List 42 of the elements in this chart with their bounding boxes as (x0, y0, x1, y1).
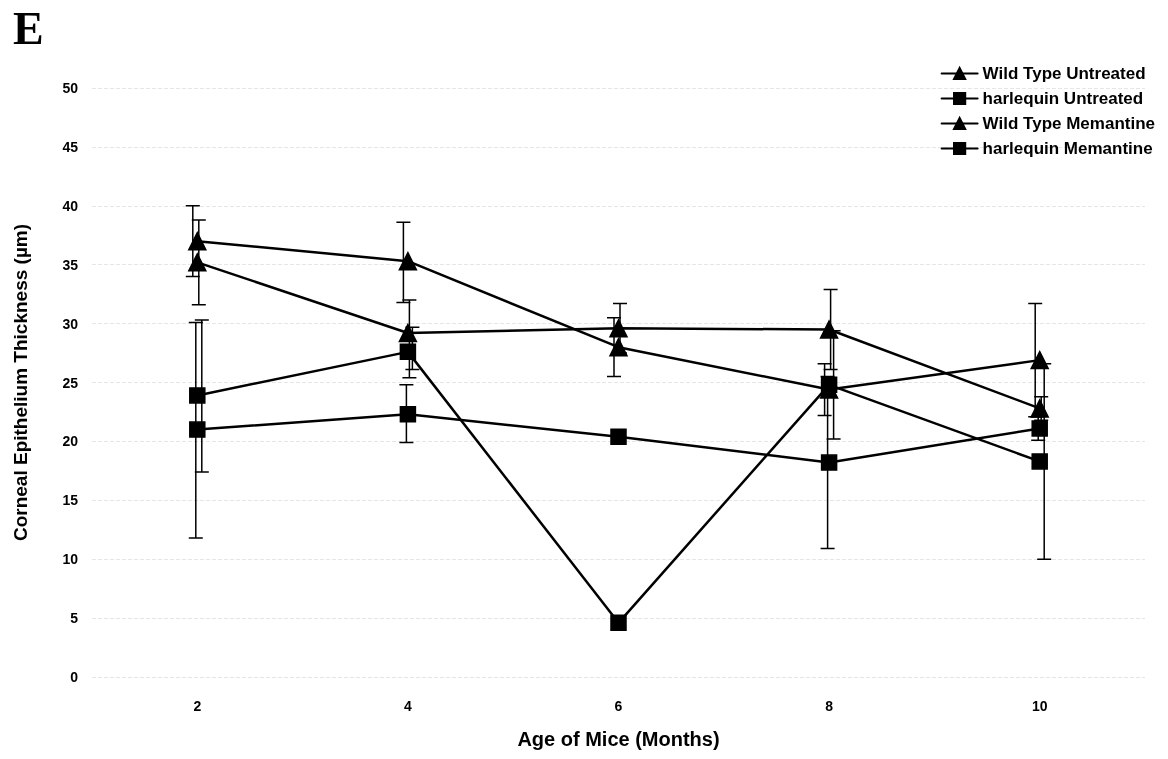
point (399, 343, 417, 361)
y-tick-label: 25 (62, 374, 79, 391)
point (820, 376, 838, 394)
point (398, 251, 418, 271)
y-tick-label: 0 (70, 669, 79, 685)
point (819, 320, 839, 339)
point (188, 231, 207, 251)
point (189, 421, 206, 438)
y-tick-label: 35 (62, 256, 79, 273)
y-tick-label: 20 (62, 433, 79, 450)
legend-label: Wild Type Memantine (982, 114, 1156, 133)
x-tick-label: 6 (614, 698, 623, 714)
point (1030, 350, 1049, 370)
y-axis-title: Corneal Epithelium Thickness (µm) (10, 223, 31, 542)
x-tick-label: 8 (825, 698, 834, 714)
point (398, 323, 418, 343)
point (609, 337, 628, 357)
legend-label: harlequin Untreated (982, 89, 1144, 108)
chart-title: E (13, 2, 44, 54)
y-tick-label: 40 (62, 197, 79, 214)
y-tick-label: 15 (62, 492, 79, 509)
point (820, 454, 838, 471)
y-tick-label: 50 (62, 80, 79, 96)
point (610, 428, 627, 445)
x-tick-label: 10 (1031, 698, 1048, 714)
x-tick-label: 4 (404, 698, 412, 714)
point (189, 387, 206, 404)
x-axis-title: Age of Mice (Months) (517, 728, 720, 750)
y-tick-label: 5 (70, 610, 79, 627)
legend-label: harlequin Memantine (982, 139, 1153, 158)
point (1031, 453, 1048, 470)
y-tick-label: 10 (62, 551, 79, 568)
point (1030, 399, 1049, 418)
y-tick-label: 30 (62, 315, 79, 332)
point (610, 614, 627, 632)
x-tick-label: 2 (193, 698, 202, 714)
legend-label: Wild Type Untreated (982, 64, 1146, 83)
point (188, 253, 207, 272)
y-tick-label: 45 (62, 138, 79, 155)
point (1031, 420, 1048, 437)
point (399, 406, 417, 423)
point (609, 319, 628, 338)
